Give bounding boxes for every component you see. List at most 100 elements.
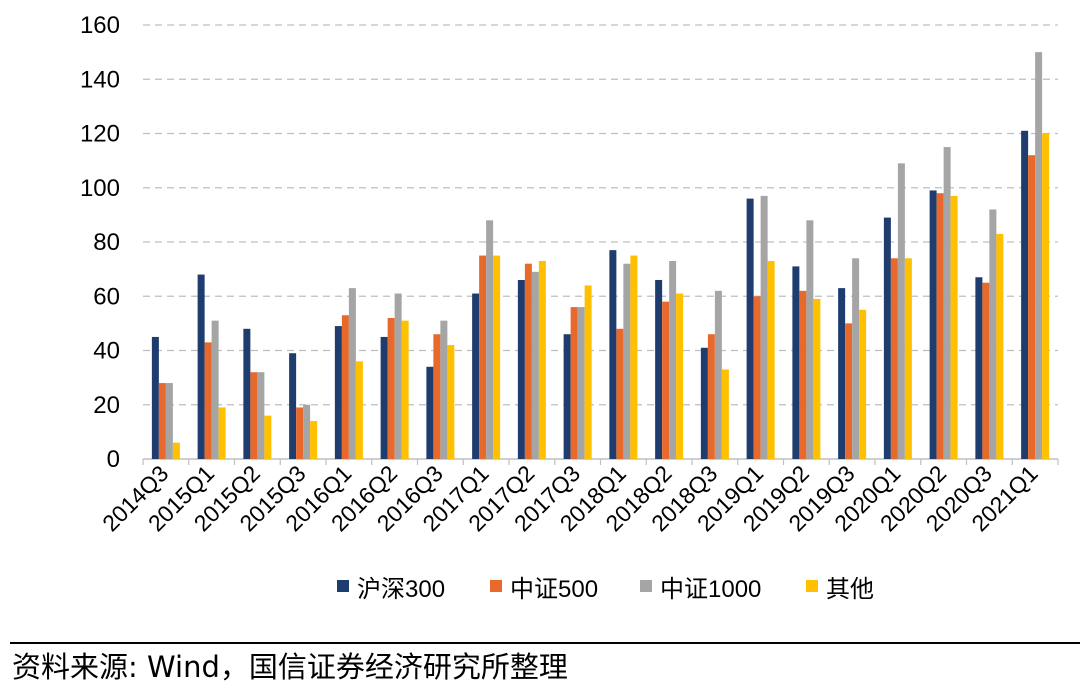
bar-2019Q1-2 (753, 296, 761, 459)
bar-2019Q1-3 (760, 195, 768, 459)
bar-2020Q1-1 (883, 217, 891, 459)
bar-2016Q3-2 (433, 334, 441, 459)
bar-2020Q3-1 (975, 277, 983, 459)
bar-chart: 0 20 40 60 80 100 120 140 160 2014Q32015Q12015Q2… (80, 12, 1059, 603)
source-note: 资料来源: Wind，国信证券经济研究所整理 (12, 650, 568, 684)
y-tick-label: 100 (80, 175, 120, 202)
y-tick-label: 40 (93, 338, 120, 365)
bar-2016Q1-3 (348, 288, 356, 459)
bar-2019Q3-1 (838, 288, 846, 459)
bar-2016Q2-2 (387, 317, 395, 459)
y-tick-label: 20 (93, 392, 120, 419)
bar-2021Q1-3 (1035, 52, 1043, 459)
bar-2019Q1-4 (767, 260, 775, 459)
bar-2017Q1-3 (486, 220, 494, 459)
legend-swatch (337, 580, 349, 592)
legend-label: 其他 (826, 576, 874, 603)
bar-2019Q3-4 (859, 309, 867, 459)
bar-2020Q2-1 (929, 190, 937, 459)
bar-2016Q1-4 (355, 361, 363, 459)
bar-2015Q1-4 (218, 407, 226, 459)
legend-label: 中证1000 (660, 576, 761, 603)
bar-2015Q1-3 (211, 320, 219, 459)
axes (142, 458, 1059, 465)
y-tick-label: 0 (107, 446, 120, 473)
bar-2015Q3-1 (289, 353, 297, 459)
bar-2015Q2-4 (264, 415, 272, 459)
bar-2016Q2-3 (394, 293, 402, 459)
bar-2014Q3-2 (158, 383, 166, 459)
bar-2016Q2-1 (380, 336, 388, 459)
bar-2018Q2-3 (669, 260, 677, 459)
bar-2021Q1-4 (1042, 133, 1050, 459)
legend: 沪深300 中证500 中证1000 其他 (337, 576, 874, 603)
bar-2017Q3-4 (584, 285, 592, 459)
bar-2017Q1-1 (472, 293, 480, 459)
bar-2015Q1-1 (197, 274, 205, 459)
bar-2019Q2-1 (792, 266, 800, 459)
bar-2018Q1-4 (630, 255, 638, 459)
bar-2019Q2-2 (799, 290, 807, 459)
bar-2015Q1-2 (204, 342, 212, 459)
bar-2019Q3-3 (852, 258, 860, 459)
bar-2020Q3-2 (982, 282, 990, 459)
bar-2020Q1-4 (904, 258, 912, 459)
legend-swatch (640, 580, 652, 592)
bar-2017Q2-4 (538, 260, 546, 459)
bar-2017Q3-1 (563, 334, 571, 459)
bar-2018Q3-2 (707, 334, 715, 459)
y-tick-label: 60 (93, 283, 120, 310)
bar-2017Q3-2 (570, 307, 578, 459)
source-divider (10, 642, 1080, 644)
bar-2015Q2-2 (250, 372, 258, 459)
bar-2016Q2-4 (401, 320, 409, 459)
bar-2016Q1-1 (334, 326, 342, 459)
bar-2018Q1-2 (616, 328, 624, 459)
bar-2018Q2-1 (655, 279, 663, 459)
bar-2017Q2-3 (531, 271, 539, 459)
bar-2014Q3-1 (151, 336, 159, 459)
bar-2020Q2-2 (936, 193, 944, 460)
gridlines (143, 24, 1058, 406)
bar-2014Q3-4 (172, 442, 180, 459)
y-tick-label: 140 (80, 66, 120, 93)
bar-2020Q2-3 (943, 147, 951, 459)
bar-2021Q1-2 (1028, 155, 1036, 459)
bar-2019Q3-2 (845, 323, 853, 459)
bar-2016Q3-3 (440, 320, 448, 459)
legend-swatch (490, 580, 502, 592)
bar-2018Q3-3 (714, 290, 722, 459)
bar-2017Q1-2 (479, 255, 487, 459)
bar-2019Q2-4 (813, 298, 821, 459)
bar-2018Q3-1 (700, 347, 708, 459)
bar-2014Q3-3 (165, 383, 173, 459)
bar-2016Q1-2 (341, 315, 349, 459)
bar-2018Q1-3 (623, 263, 631, 459)
bar-2018Q1-1 (609, 250, 617, 459)
bar-2016Q3-4 (447, 345, 455, 459)
bar-2020Q2-4 (950, 195, 958, 459)
bar-2021Q1-1 (1021, 130, 1029, 459)
bar-2020Q1-3 (897, 163, 905, 459)
x-tick-labels: 2014Q32015Q12015Q22015Q32016Q12016Q22016… (97, 460, 1043, 536)
bar-2015Q3-2 (296, 407, 304, 459)
bar-2017Q3-3 (577, 307, 585, 459)
bar-2015Q2-1 (243, 328, 251, 459)
bars (151, 52, 1050, 460)
bar-2020Q3-4 (996, 233, 1004, 459)
legend-label: 中证500 (510, 576, 598, 603)
y-tick-label: 120 (80, 121, 120, 148)
bar-2017Q2-1 (517, 279, 525, 459)
y-tick-labels: 0 20 40 60 80 100 120 140 160 (80, 12, 120, 473)
legend-swatch (806, 580, 818, 592)
bar-2016Q3-1 (426, 366, 434, 459)
bar-2015Q3-4 (310, 421, 318, 459)
y-tick-label: 80 (93, 229, 120, 256)
bar-2018Q2-4 (676, 293, 684, 459)
y-tick-label: 160 (80, 12, 120, 39)
bar-2015Q2-3 (257, 372, 265, 459)
bar-2020Q3-3 (989, 209, 997, 459)
bar-2017Q1-4 (493, 255, 501, 459)
bar-2019Q1-1 (746, 198, 754, 459)
